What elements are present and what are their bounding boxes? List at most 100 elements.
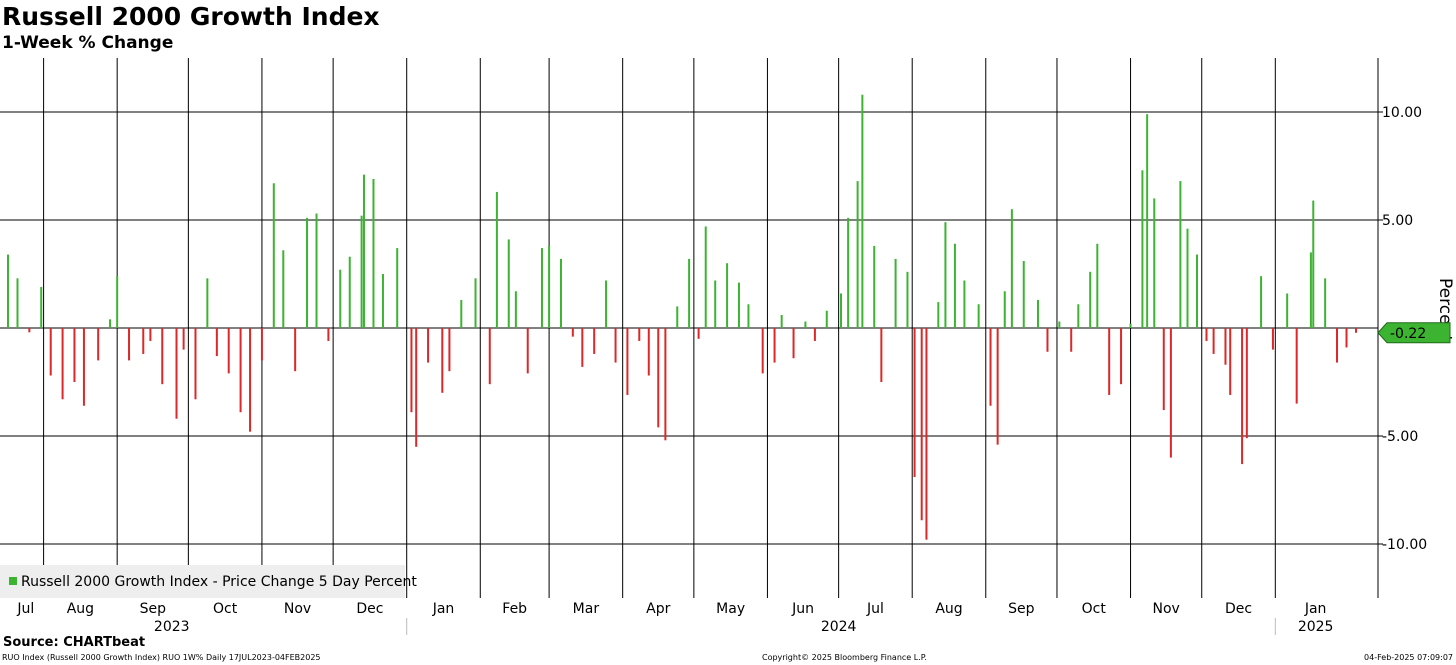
y-tick-label: -10.00 — [1382, 537, 1427, 553]
negative-bar — [1355, 328, 1357, 333]
positive-bar — [977, 304, 980, 328]
negative-bar — [581, 328, 584, 367]
month-label: Aug — [935, 601, 962, 617]
month-label: Jul — [866, 601, 884, 617]
positive-bar — [360, 215, 363, 328]
negative-bar — [996, 328, 999, 445]
negative-bar — [1046, 328, 1049, 352]
positive-bar — [495, 191, 498, 328]
positive-bar — [676, 306, 679, 328]
negative-bar — [488, 328, 491, 385]
y-tick-label: 10.00 — [1382, 105, 1422, 121]
month-label: Jan — [1304, 601, 1327, 617]
month-label: Jul — [16, 601, 34, 617]
positive-bar — [894, 258, 897, 328]
y-tick-label: 5.00 — [1382, 213, 1413, 229]
negative-bar — [1345, 328, 1348, 348]
positive-bar — [688, 258, 691, 328]
negative-bar — [239, 328, 242, 413]
positive-bar — [1089, 271, 1092, 328]
negative-bar — [1162, 328, 1165, 411]
positive-bar — [206, 278, 209, 328]
positive-bar — [1003, 291, 1006, 328]
month-label: Feb — [502, 601, 527, 617]
month-label: Oct — [1082, 601, 1107, 617]
positive-bar — [339, 269, 342, 328]
month-label: Sep — [1008, 601, 1035, 617]
positive-bar — [861, 94, 864, 328]
positive-bar — [396, 248, 399, 328]
positive-bar — [953, 243, 956, 328]
positive-bar — [747, 304, 750, 328]
negative-bar — [593, 328, 596, 354]
negative-bar — [142, 328, 145, 354]
month-label: Dec — [1225, 601, 1252, 617]
negative-bar — [249, 328, 252, 432]
positive-bar — [1096, 243, 1099, 328]
negative-bar — [526, 328, 529, 374]
legend-label: Russell 2000 Growth Index - Price Change… — [21, 574, 417, 590]
negative-bar — [697, 328, 700, 339]
negative-bar — [664, 328, 667, 441]
negative-bar — [920, 328, 923, 521]
negative-bar — [657, 328, 660, 428]
month-label: Jun — [791, 601, 814, 617]
negative-bar — [880, 328, 883, 382]
negative-bar — [925, 328, 928, 540]
positive-bar — [1286, 293, 1289, 328]
negative-bar — [194, 328, 197, 400]
month-label: Jan — [432, 601, 455, 617]
negative-bar — [410, 328, 413, 413]
positive-bar — [1129, 323, 1132, 328]
positive-bar — [1195, 254, 1198, 328]
negative-bar — [327, 328, 330, 341]
copyright-line: Copyright© 2025 Bloomberg Finance L.P. — [762, 653, 927, 662]
negative-bar — [1224, 328, 1227, 365]
negative-bar — [441, 328, 444, 393]
negative-bar — [1070, 328, 1073, 352]
month-label: Sep — [140, 601, 167, 617]
year-label: 2025 — [1298, 619, 1334, 635]
last-value-label: -0.22 — [1390, 326, 1426, 342]
negative-bar — [28, 328, 31, 333]
positive-bar — [381, 274, 384, 328]
positive-bar — [704, 226, 707, 328]
positive-bar — [109, 319, 112, 328]
positive-bar — [847, 217, 850, 328]
positive-bar — [16, 278, 19, 328]
positive-bar — [540, 248, 543, 328]
positive-bar — [315, 213, 318, 328]
positive-bar — [548, 245, 551, 328]
positive-bar — [937, 302, 940, 328]
positive-bar — [282, 250, 285, 328]
positive-bar — [116, 276, 119, 328]
positive-bar — [1036, 299, 1039, 328]
legend: Russell 2000 Growth Index - Price Change… — [0, 565, 417, 598]
positive-bar — [1153, 198, 1156, 328]
negative-bar — [1271, 328, 1274, 350]
negative-bar — [571, 328, 574, 337]
positive-bar — [1179, 181, 1182, 328]
negative-bar — [128, 328, 131, 361]
year-label: 2023 — [154, 619, 190, 635]
negative-bar — [1212, 328, 1215, 354]
y-tick-label: -5.00 — [1382, 429, 1418, 445]
positive-bar — [559, 258, 562, 328]
positive-bar — [1260, 276, 1263, 328]
positive-bar — [1309, 252, 1312, 328]
chart-plot: Jul Aug Sep Oct Nov Dec Jan Feb Mar Apr May Jun Jul A… — [0, 58, 1455, 635]
negative-bar — [1295, 328, 1298, 404]
negative-bar — [149, 328, 152, 341]
positive-bar — [7, 254, 9, 328]
positive-bar — [40, 286, 43, 328]
year-label: 2024 — [821, 619, 857, 635]
negative-bar — [82, 328, 85, 406]
negative-bar — [49, 328, 52, 376]
negative-bar — [448, 328, 451, 372]
month-label: Mar — [573, 601, 600, 617]
negative-bar — [260, 328, 263, 361]
negative-bar — [773, 328, 776, 363]
positive-bar — [1141, 170, 1144, 328]
negative-bar — [175, 328, 178, 419]
positive-bar — [944, 222, 947, 328]
